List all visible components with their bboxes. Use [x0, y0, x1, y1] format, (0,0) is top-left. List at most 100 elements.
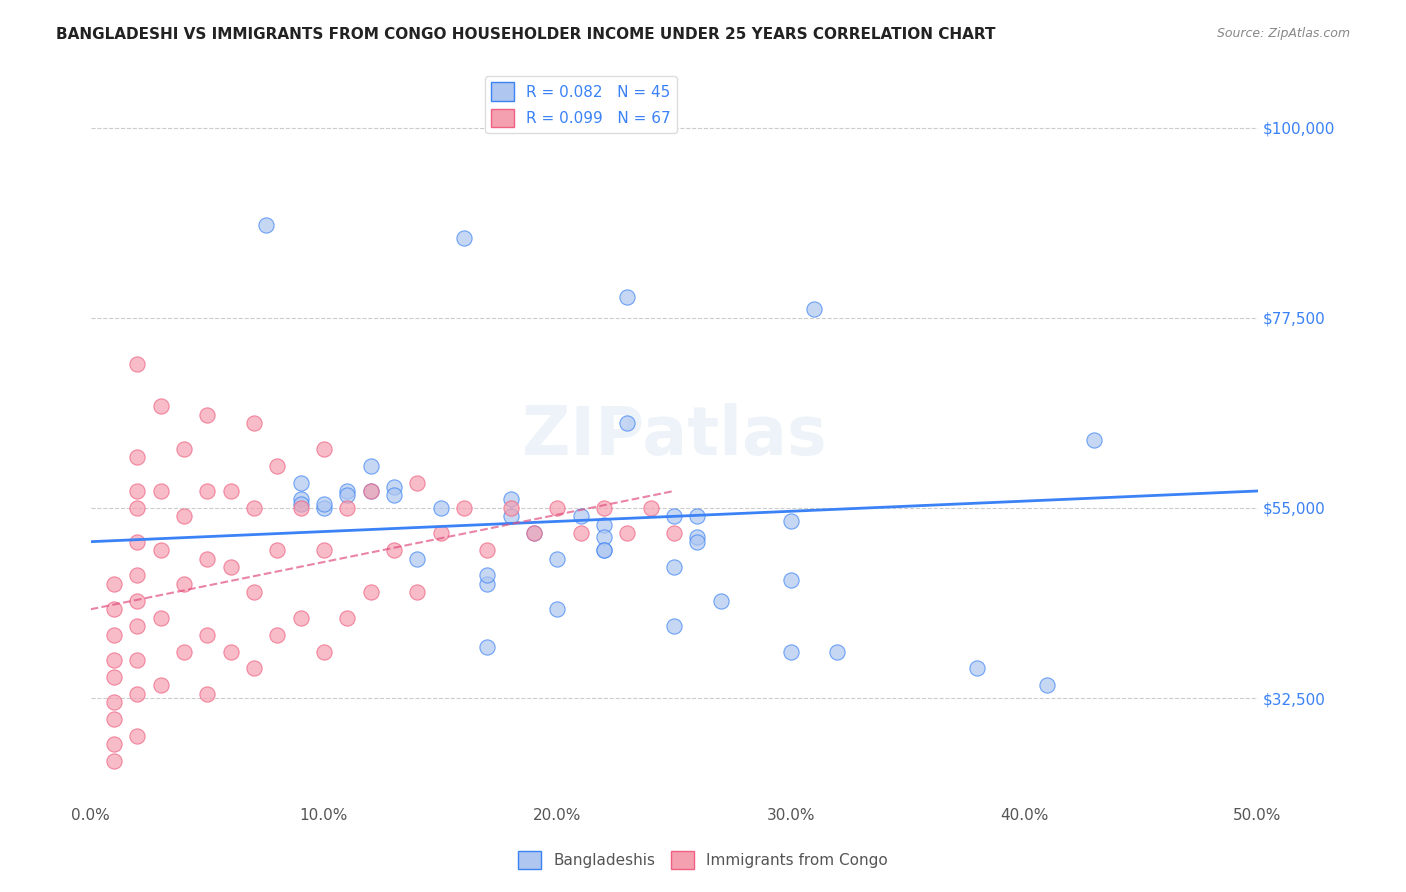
Point [127, 653, 149, 667]
Point [360, 483, 382, 498]
Point [523, 526, 546, 541]
Point [219, 644, 242, 658]
Point [127, 729, 149, 743]
Point [406, 475, 429, 490]
Point [127, 483, 149, 498]
Point [499, 509, 522, 524]
Point [593, 543, 616, 558]
Point [219, 560, 242, 574]
Point [686, 509, 709, 524]
Point [195, 551, 218, 566]
Text: Source: ZipAtlas.com: Source: ZipAtlas.com [1216, 27, 1350, 40]
Point [779, 644, 801, 658]
Point [127, 534, 149, 549]
Point [243, 417, 266, 431]
Point [779, 514, 801, 528]
Text: ZIPatlas: ZIPatlas [522, 403, 827, 469]
Point [360, 585, 382, 599]
Point [149, 543, 172, 558]
Point [382, 480, 405, 494]
Point [546, 551, 568, 566]
Point [1083, 434, 1105, 448]
Point [312, 497, 335, 511]
Point [127, 687, 149, 701]
Point [523, 526, 546, 541]
Point [593, 531, 616, 545]
Point [477, 577, 499, 591]
Point [312, 543, 335, 558]
Legend: R = 0.082   N = 45, R = 0.099   N = 67: R = 0.082 N = 45, R = 0.099 N = 67 [485, 76, 676, 133]
Point [149, 611, 172, 625]
Point [103, 712, 125, 726]
Point [477, 543, 499, 558]
Point [290, 500, 312, 515]
Point [710, 594, 733, 608]
Point [336, 488, 359, 502]
Point [640, 500, 662, 515]
Point [662, 619, 685, 633]
Text: BANGLADESHI VS IMMIGRANTS FROM CONGO HOUSEHOLDER INCOME UNDER 25 YEARS CORRELATI: BANGLADESHI VS IMMIGRANTS FROM CONGO HOU… [56, 27, 995, 42]
Point [103, 653, 125, 667]
Point [429, 500, 451, 515]
Point [429, 526, 451, 541]
Point [266, 543, 288, 558]
Point [195, 627, 218, 641]
Point [103, 627, 125, 641]
Point [266, 458, 288, 473]
Point [616, 526, 638, 541]
Point [103, 602, 125, 616]
Point [477, 568, 499, 582]
Point [103, 755, 125, 769]
Point [477, 640, 499, 655]
Point [593, 543, 616, 558]
Point [312, 644, 335, 658]
Point [453, 500, 475, 515]
Point [243, 585, 266, 599]
Point [219, 483, 242, 498]
Point [360, 458, 382, 473]
Point [546, 602, 568, 616]
Point [173, 442, 195, 456]
Point [686, 531, 709, 545]
Point [173, 509, 195, 524]
Point [546, 500, 568, 515]
Point [254, 218, 277, 232]
Point [966, 661, 988, 675]
Point [406, 585, 429, 599]
Point [616, 417, 638, 431]
Point [336, 483, 359, 498]
Point [779, 573, 801, 587]
Point [1036, 678, 1059, 692]
Legend: Bangladeshis, Immigrants from Congo: Bangladeshis, Immigrants from Congo [512, 845, 894, 875]
Point [290, 497, 312, 511]
Point [290, 611, 312, 625]
Point [382, 488, 405, 502]
Point [290, 475, 312, 490]
Point [127, 619, 149, 633]
Point [803, 302, 825, 317]
Point [290, 492, 312, 507]
Point [662, 509, 685, 524]
Point [499, 500, 522, 515]
Point [195, 483, 218, 498]
Point [662, 526, 685, 541]
Point [569, 526, 592, 541]
Point [243, 500, 266, 515]
Point [360, 483, 382, 498]
Point [616, 290, 638, 304]
Point [149, 400, 172, 414]
Point [127, 500, 149, 515]
Point [149, 678, 172, 692]
Point [127, 450, 149, 465]
Point [312, 500, 335, 515]
Point [103, 670, 125, 684]
Point [827, 644, 849, 658]
Point [127, 594, 149, 608]
Point [336, 611, 359, 625]
Point [103, 695, 125, 709]
Point [499, 492, 522, 507]
Point [662, 560, 685, 574]
Point [173, 577, 195, 591]
Point [243, 661, 266, 675]
Point [149, 483, 172, 498]
